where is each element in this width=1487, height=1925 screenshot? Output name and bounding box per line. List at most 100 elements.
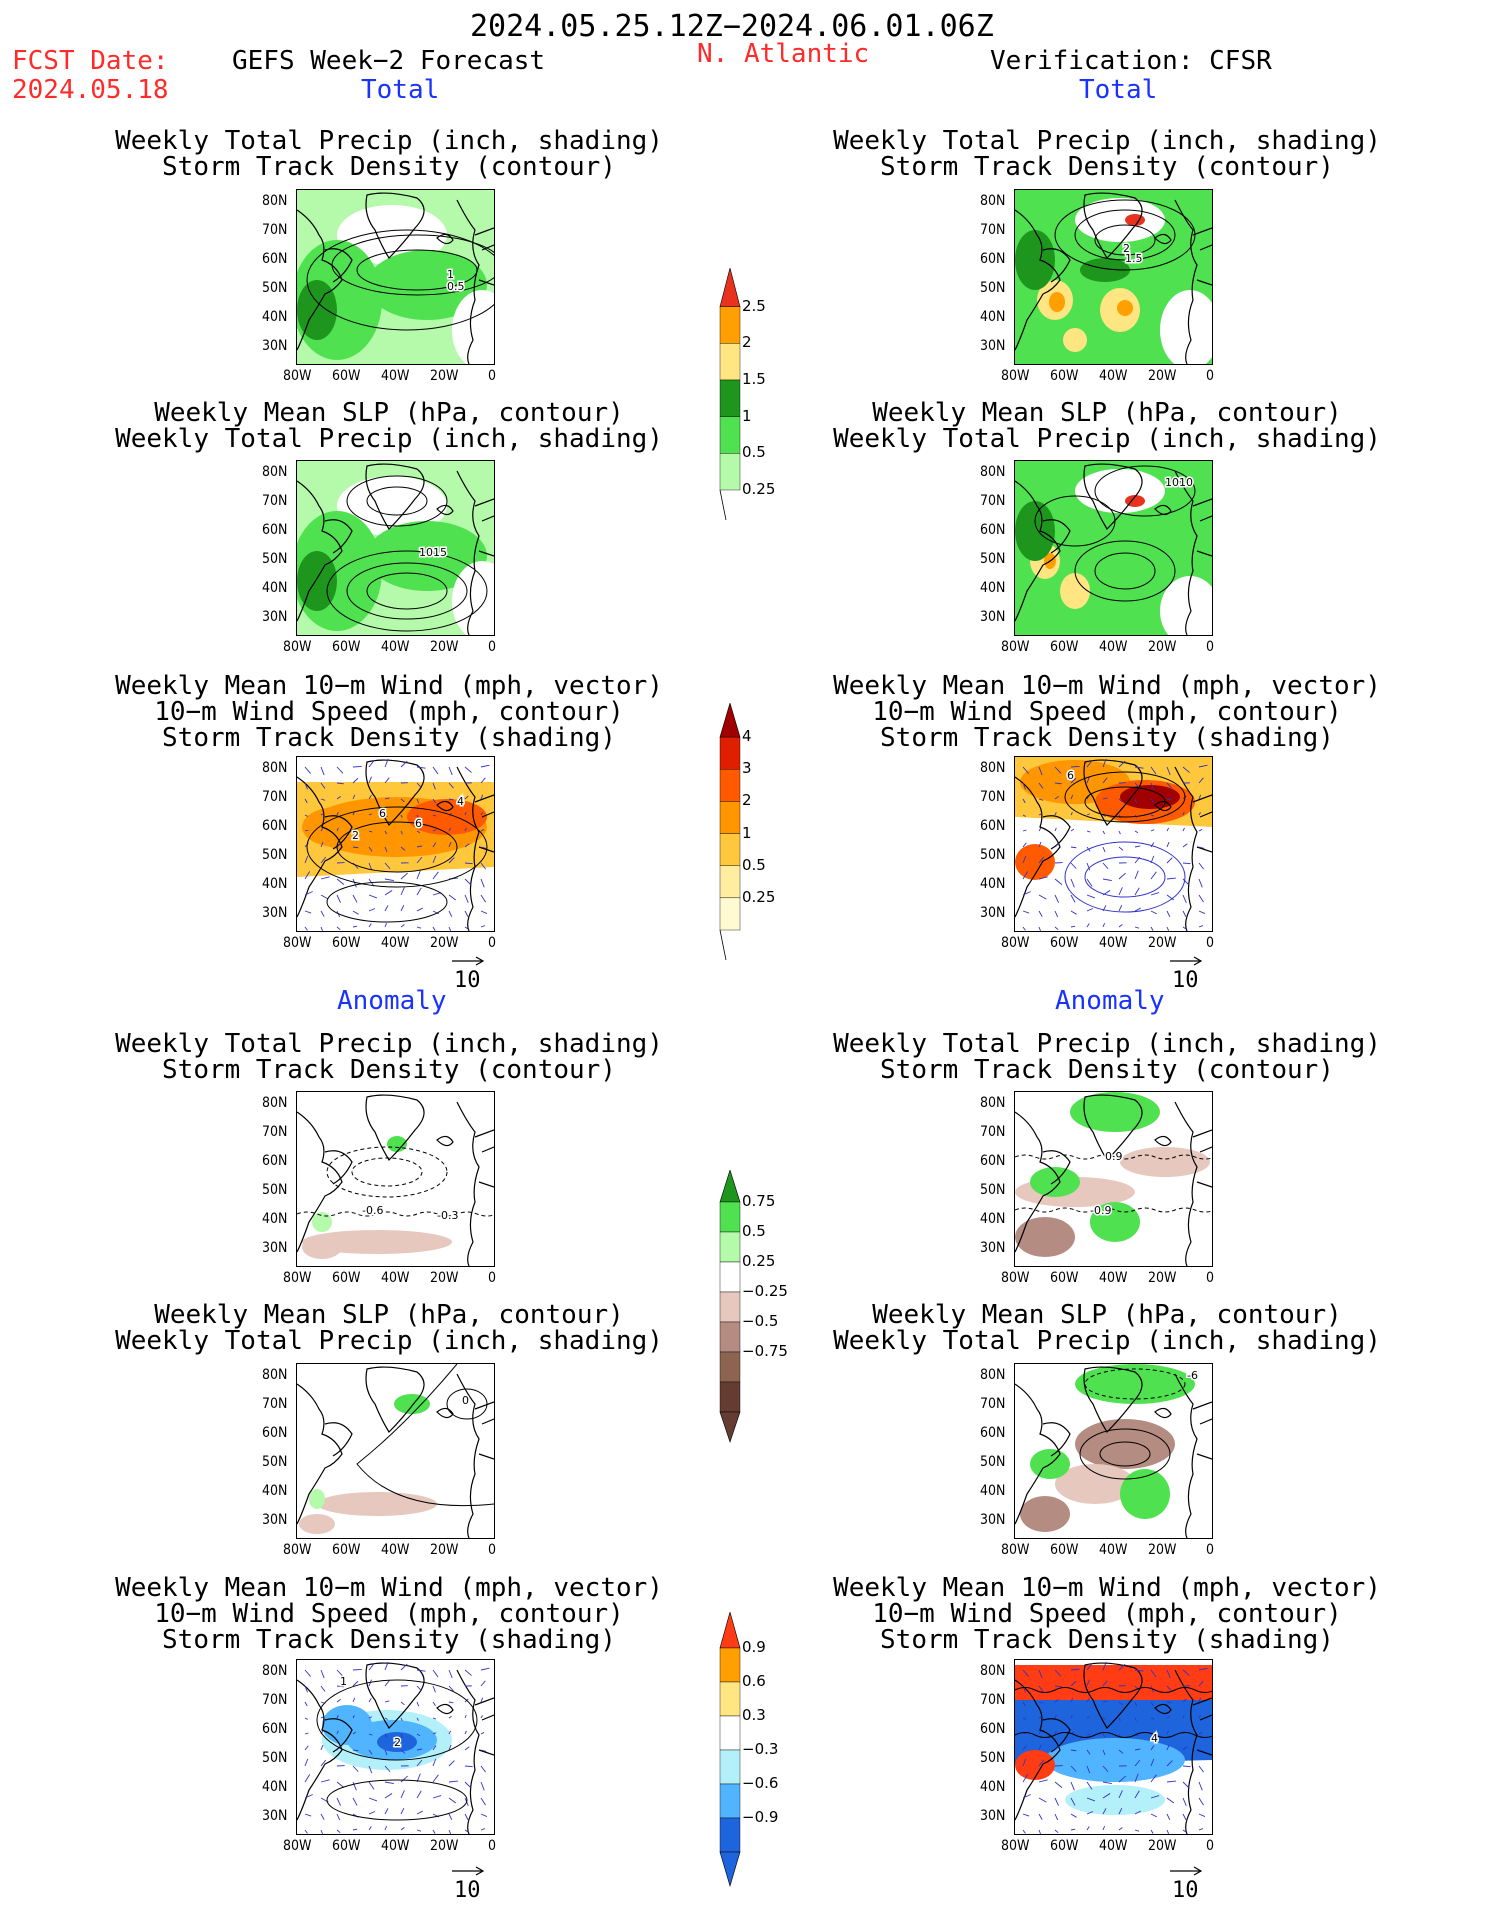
wind-vector	[432, 782, 436, 790]
vector-reference-arrow	[452, 956, 485, 966]
wind-vector	[1038, 894, 1047, 900]
colorbar-label: 1.5	[742, 370, 766, 388]
wind-vector	[336, 827, 339, 832]
wind-vector	[336, 1829, 341, 1834]
wind-vector	[352, 1715, 355, 1719]
wind-vector	[1102, 1661, 1107, 1671]
north-america-coastline	[1015, 776, 1061, 918]
europe-coastline	[474, 1129, 494, 1188]
iceland-coastline	[436, 1703, 454, 1715]
wind-vector	[1150, 1701, 1154, 1706]
wind-vector	[304, 1774, 311, 1783]
contour-line	[346, 562, 468, 620]
lat-tick-label: 50N	[980, 280, 1006, 296]
shading-area	[1160, 576, 1212, 635]
wind-vector	[336, 1797, 341, 1806]
contour-line	[1054, 199, 1196, 271]
wind-vector	[464, 1730, 467, 1735]
iceland-coastline	[436, 233, 454, 245]
labrador-coastline	[324, 519, 353, 554]
lon-tick-label: 20W	[1148, 1838, 1177, 1854]
wind-vector	[1134, 1773, 1139, 1783]
wind-vector	[480, 829, 485, 832]
wind-vector	[1102, 1717, 1106, 1720]
wind-vector	[416, 907, 423, 912]
lat-tick-label: 60N	[980, 1425, 1006, 1441]
lat-tick-label: 60N	[980, 818, 1006, 834]
wind-vector	[480, 1732, 485, 1735]
greenland-coastline	[365, 1366, 425, 1433]
colorbar-label: −0.25	[742, 1282, 788, 1300]
lat-tick-label: 70N	[262, 1124, 288, 1140]
shading-area	[377, 1732, 417, 1752]
verification-total-label: Total	[1079, 75, 1158, 105]
contour-line	[331, 234, 494, 296]
wind-vector	[320, 1829, 323, 1834]
wind-vector	[384, 1765, 391, 1773]
title-fcst-total-slp: Weekly Mean SLP (hPa, contour) Weekly To…	[115, 398, 663, 454]
lon-tick-label: 80W	[1001, 1542, 1030, 1558]
europe-africa-coastline	[1174, 1101, 1198, 1266]
wind-vector	[1022, 891, 1031, 896]
colorbar-end-cap	[719, 1411, 741, 1443]
europe-coastline	[1192, 1129, 1212, 1188]
wind-vector	[1198, 1765, 1205, 1773]
wind-vector	[416, 1748, 423, 1751]
wind-vector	[368, 923, 372, 928]
forecast-title: GEFS Week−2 Forecast	[232, 46, 546, 76]
colorbar-label: 2.5	[742, 296, 766, 315]
wind-vector	[1118, 904, 1123, 912]
wind-vector	[1118, 1663, 1126, 1671]
wind-vector	[368, 1679, 372, 1687]
lat-tick-label: 50N	[980, 1182, 1006, 1198]
wind-vector	[1182, 1746, 1188, 1751]
wind-vector	[416, 926, 422, 929]
wind-vector	[1070, 1813, 1077, 1818]
wind-vector	[1038, 926, 1041, 931]
shading-area	[317, 1492, 437, 1516]
wind-vector	[1198, 1828, 1204, 1831]
wind-vector	[1086, 894, 1096, 899]
wind-vector	[1166, 766, 1171, 776]
colorbar-swatch	[719, 801, 741, 834]
wind-vector	[416, 1810, 423, 1815]
wind-vector	[1198, 862, 1205, 870]
lon-tick-label: 80W	[283, 1542, 312, 1558]
wind-vector	[1134, 782, 1140, 789]
labrador-coastline	[1042, 248, 1071, 283]
map-panel-fcst-total-precip: 1 0.5	[296, 189, 495, 365]
colorbar-swatch	[719, 1681, 741, 1717]
wind-vector	[464, 811, 467, 816]
shading-area	[1075, 1419, 1175, 1469]
wind-vector	[1102, 830, 1106, 835]
shading-area	[1120, 1147, 1210, 1177]
wind-vector	[1150, 1813, 1157, 1818]
colorbar-label: 4	[742, 727, 752, 746]
map-canvas: 21.5	[1015, 190, 1212, 364]
lat-tick-label: 30N	[980, 1808, 1006, 1824]
greenland-coastline	[1083, 1366, 1143, 1433]
lat-tick-label: 70N	[980, 1692, 1006, 1708]
wind-vector	[1022, 1758, 1027, 1767]
wind-vector	[464, 1829, 469, 1833]
lat-tick-label: 80N	[262, 1367, 288, 1383]
wind-vector	[1134, 926, 1140, 929]
wind-vector	[1182, 910, 1187, 917]
lon-tick-label: 60W	[332, 368, 361, 384]
wind-vector	[336, 842, 342, 848]
wind-vector	[1038, 1744, 1042, 1751]
lat-tick-label: 60N	[980, 1153, 1006, 1169]
wind-vector	[464, 1669, 472, 1676]
contour-label: 1.5	[1125, 252, 1143, 265]
wind-vector	[1070, 1680, 1077, 1687]
wind-vector	[400, 1790, 405, 1799]
wind-vector	[1102, 777, 1108, 784]
wind-vector	[1070, 1715, 1073, 1719]
europe-coastline	[1192, 1697, 1212, 1756]
forecast-anomaly-label: Anomaly	[337, 986, 447, 1016]
contour-line	[1094, 224, 1156, 256]
wind-vector	[336, 1699, 341, 1703]
wind-vector	[448, 1715, 452, 1719]
wind-vector	[1118, 846, 1124, 851]
wind-vector	[1022, 798, 1026, 804]
